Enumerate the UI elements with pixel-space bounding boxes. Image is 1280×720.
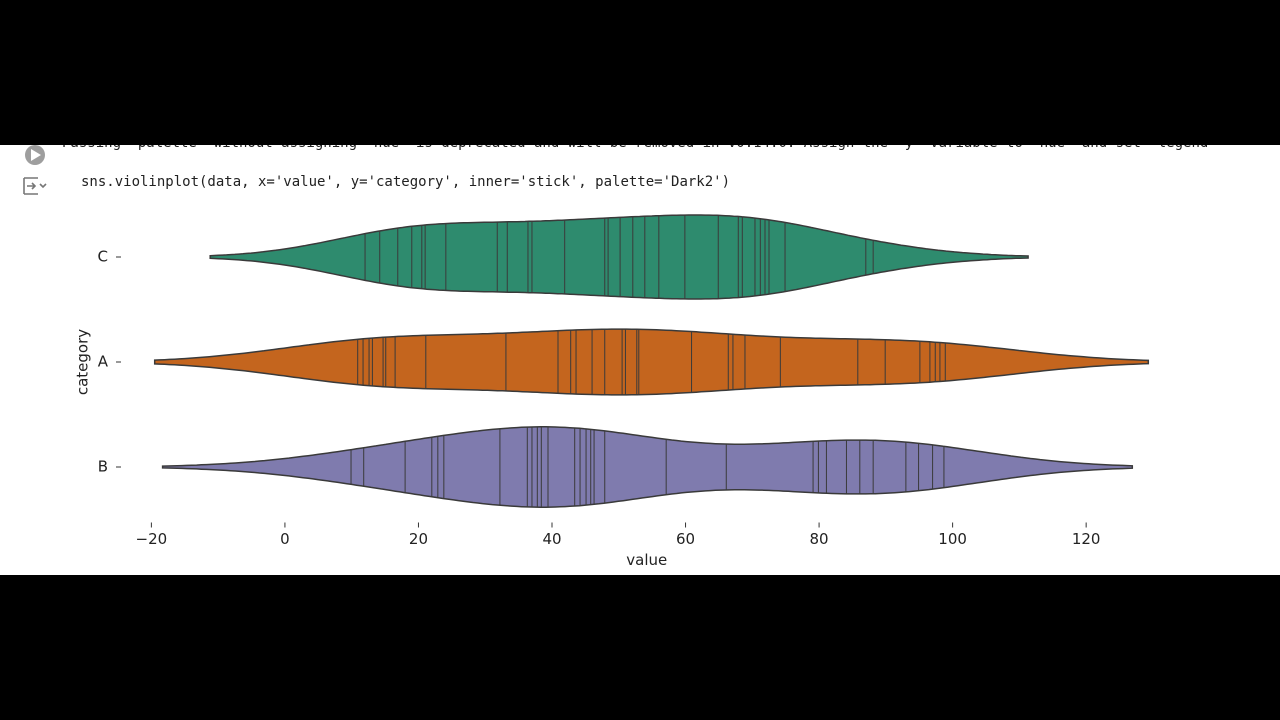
violin-body — [153, 328, 1150, 396]
x-axis-label: value — [626, 551, 667, 569]
y-tick-label: A — [98, 353, 109, 371]
violin-body — [209, 214, 1029, 300]
video-letterbox-bottom — [0, 575, 1280, 720]
violin-plot: −20 0 20 40 60 80 100 120 value category C A B — [74, 214, 1150, 569]
output-toggle[interactable] — [23, 177, 47, 195]
x-tick-label: 100 — [938, 530, 967, 548]
run-button[interactable] — [25, 145, 45, 165]
y-axis-label: category — [74, 329, 92, 395]
code-line: sns.violinplot(data, x='value', y='categ… — [81, 174, 730, 190]
x-tick-label: 80 — [810, 530, 829, 548]
video-letterbox-top — [0, 0, 1280, 145]
x-tick-label: 0 — [280, 530, 290, 548]
x-tick-label: 40 — [542, 530, 561, 548]
x-tick-label: 60 — [676, 530, 695, 548]
y-tick-label: C — [98, 248, 108, 266]
x-tick-label: −20 — [136, 530, 168, 548]
y-tick-label: B — [98, 458, 108, 476]
x-tick-label: 120 — [1072, 530, 1101, 548]
x-tick-label: 20 — [409, 530, 428, 548]
